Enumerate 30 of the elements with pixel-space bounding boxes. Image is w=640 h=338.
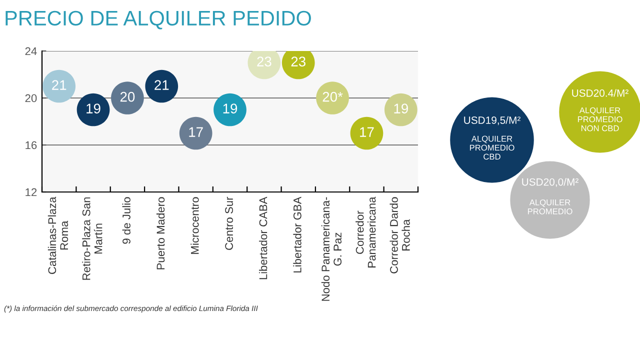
text: USD19,5/M² ALQUILER PROMEDIO CBD (464, 116, 520, 160)
data-label: 20 (120, 92, 135, 102)
y-tick-label: 24 (25, 47, 37, 56)
text: USD20.4/M² ALQUILER PROMEDIO NON CBD (572, 89, 628, 132)
y-tick-label: 12 (26, 188, 37, 196)
data-label: 21 (52, 80, 66, 90)
x-tick-label: Libertador GBA (293, 196, 302, 272)
x-tick-label: Centro Sur (225, 196, 233, 250)
x-tick-label: Retiro-Plaza San Martín (82, 197, 102, 280)
data-label: 23 (291, 56, 306, 66)
chart-title: PRECIO DE ALQUILER PEDIDO (6, 10, 311, 30)
x-tick-label: Corredor Dardo Rocha (390, 197, 410, 274)
data-label: 17 (189, 127, 203, 137)
data-label: 23 (257, 56, 272, 66)
data-label: 20* (322, 92, 343, 102)
x-tick-label: Microcentro (190, 197, 199, 254)
data-label: 19 (86, 104, 100, 114)
x-tick-label: Corredor Panamericana (356, 196, 376, 268)
text: USD20,0/M² ALQUILER PROMEDIO (522, 178, 578, 214)
y-tick-label: 16 (26, 141, 37, 150)
data-label: 17 (360, 127, 374, 137)
data-label: 19 (223, 104, 238, 114)
x-tick-label: Catalinas-Plaza Roma (48, 196, 68, 274)
x-tick-label: Libertador CABA (259, 196, 268, 280)
x-tick-label: 9 de Julio (122, 197, 130, 244)
x-tick-label: Puerto Madero (156, 197, 165, 270)
data-label: 21 (154, 80, 169, 90)
y-tick-label: 20 (25, 94, 37, 102)
data-label: 19 (394, 104, 408, 114)
x-tick-label: Nodo Panamericana- G. Paz (321, 197, 342, 301)
